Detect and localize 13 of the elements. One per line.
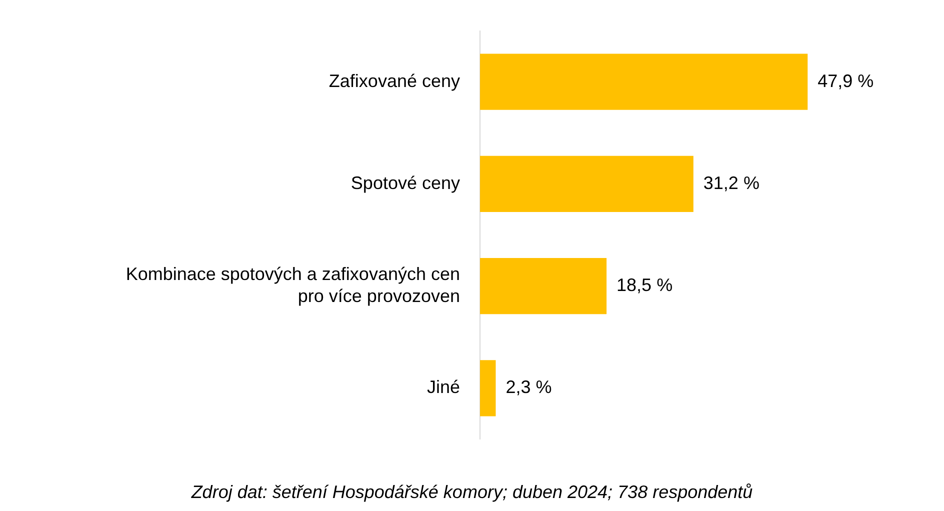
- bar: [480, 258, 607, 314]
- data-label: 18,5 %: [616, 275, 673, 296]
- data-label: 2,3 %: [506, 377, 552, 398]
- y-tick-label: Spotové ceny: [350, 172, 460, 193]
- bar: [480, 360, 496, 416]
- y-tick-label: Kombinace spotových a zafixovaných cen pro více provozoven: [126, 264, 460, 306]
- bar: [480, 54, 808, 110]
- data-label: 31,2 %: [703, 172, 760, 193]
- y-tick-label: Zafixované ceny: [328, 70, 460, 91]
- text: Zdroj dat: šetření Hospodářské komory; duben 2024; 738 respondentů: [190, 482, 754, 503]
- data-label: 47,9 %: [818, 70, 874, 91]
- bar: [480, 156, 694, 212]
- y-tick-label: Jiné: [426, 377, 460, 398]
